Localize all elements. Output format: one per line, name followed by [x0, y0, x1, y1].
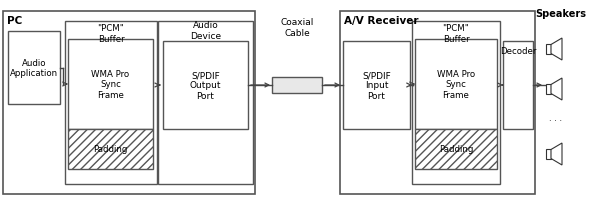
Bar — [415, 129, 497, 169]
Bar — [65, 22, 157, 184]
Polygon shape — [551, 39, 562, 61]
Text: Audio
Device: Audio Device — [190, 21, 221, 40]
Bar — [546, 149, 551, 159]
Bar — [503, 42, 533, 129]
Text: S/PDIF
Input
Port: S/PDIF Input Port — [362, 71, 391, 100]
Polygon shape — [551, 143, 562, 165]
Text: "PCM"
Buffer: "PCM" Buffer — [443, 24, 469, 43]
Text: Coaxial
Cable: Coaxial Cable — [281, 18, 314, 38]
Bar — [412, 22, 500, 184]
Bar — [546, 45, 551, 55]
Bar — [3, 12, 255, 194]
Bar — [415, 40, 497, 129]
Text: Padding: Padding — [94, 145, 128, 154]
Text: Speakers: Speakers — [536, 9, 587, 19]
Text: A/V Receiver: A/V Receiver — [344, 16, 419, 26]
Text: · · ·: · · · — [549, 117, 562, 126]
Bar — [68, 129, 153, 169]
Bar — [343, 42, 410, 129]
Text: WMA Pro
Sync
Frame: WMA Pro Sync Frame — [91, 70, 130, 99]
Text: WMA Pro
Sync
Frame: WMA Pro Sync Frame — [437, 70, 475, 99]
Bar — [272, 78, 322, 94]
Bar — [68, 40, 153, 129]
Polygon shape — [551, 79, 562, 100]
Text: Padding: Padding — [439, 145, 473, 154]
Bar — [340, 12, 535, 194]
Text: Audio
Application: Audio Application — [10, 59, 58, 78]
Text: "PCM"
Buffer: "PCM" Buffer — [98, 24, 124, 43]
Bar — [163, 42, 248, 129]
Bar — [8, 32, 60, 104]
Bar — [158, 22, 253, 184]
Text: S/PDIF
Output
Port: S/PDIF Output Port — [190, 71, 221, 100]
Text: PC: PC — [7, 16, 22, 26]
Text: Decoder: Decoder — [500, 46, 536, 55]
Bar — [546, 85, 551, 95]
